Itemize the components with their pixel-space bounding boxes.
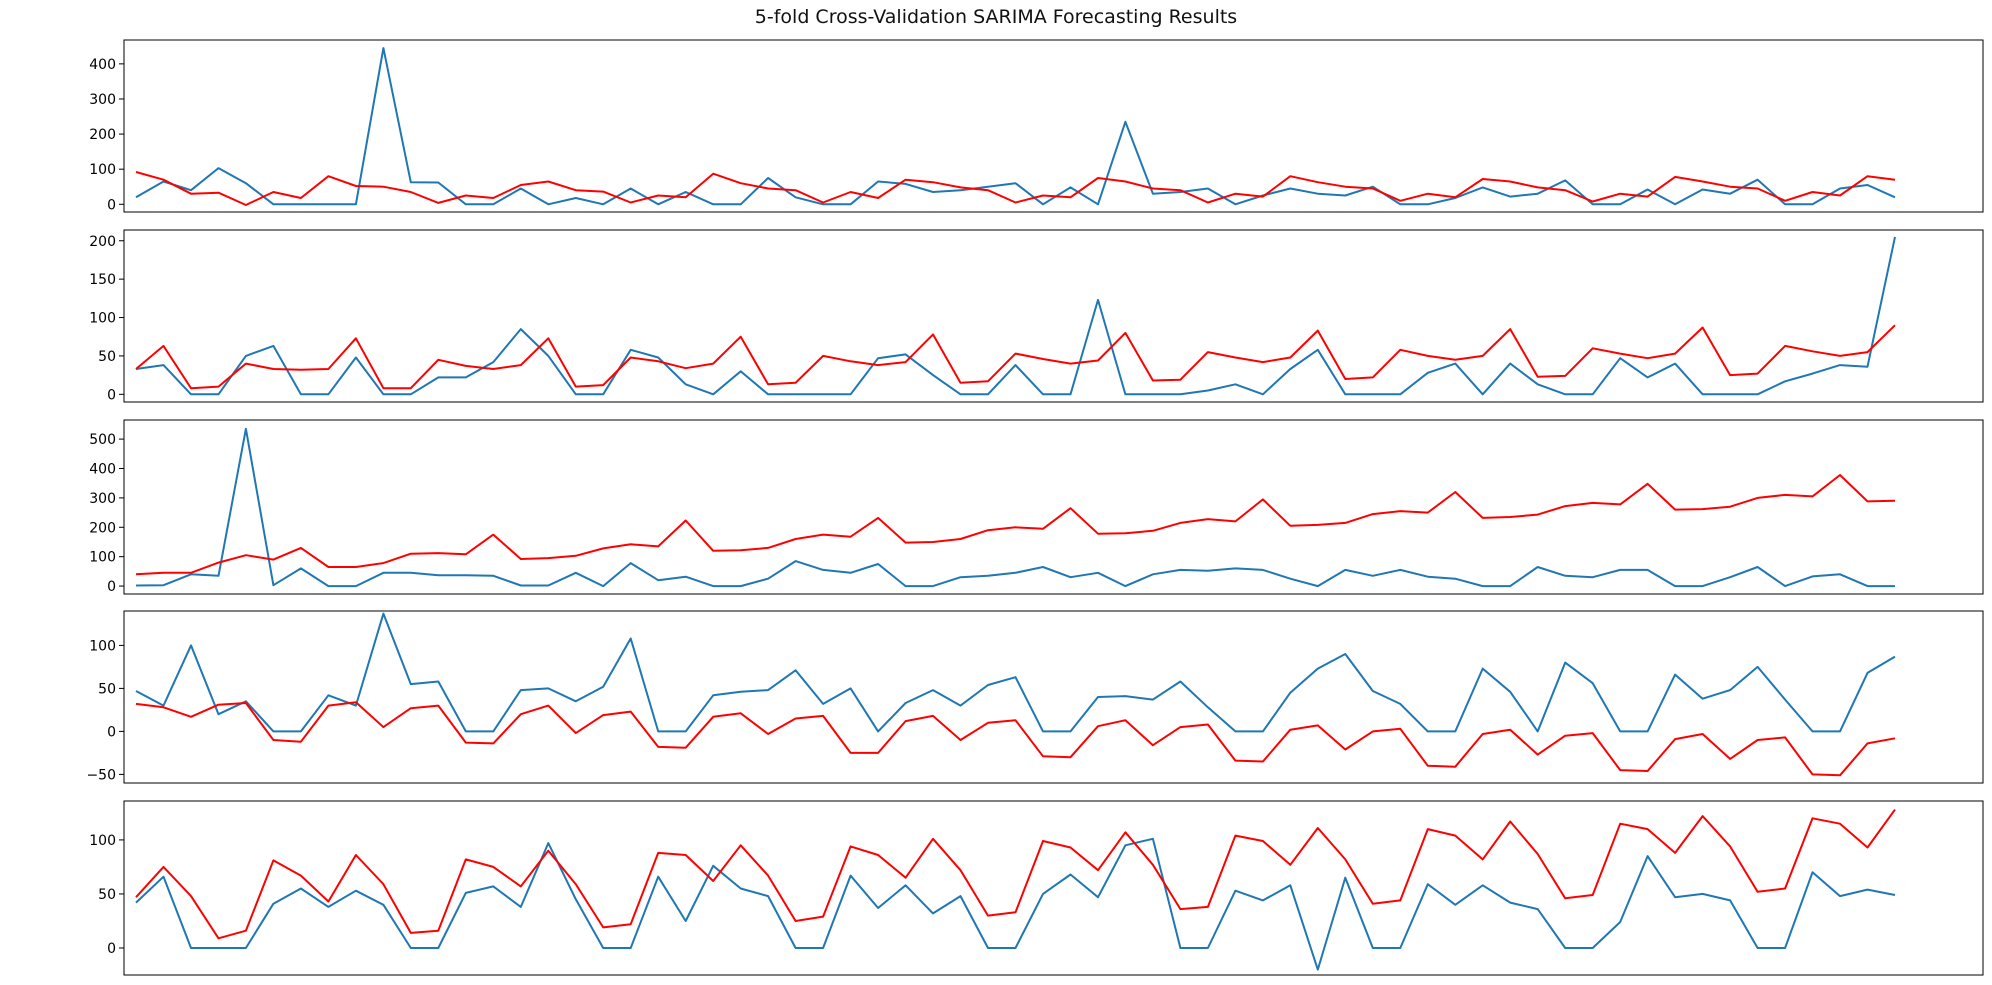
y-tick-label-4-50: 50 <box>98 681 116 697</box>
y-tick-label-2-200: 200 <box>89 234 116 250</box>
axes-frame-4 <box>123 610 1984 784</box>
y-tick-label-4--50: −50 <box>86 767 116 783</box>
series-line-5-forecast <box>135 809 1896 940</box>
y-tick-label-5-0: 0 <box>107 941 116 957</box>
series-line-5-actual <box>135 837 1896 971</box>
y-tick-label-5-50: 50 <box>98 887 116 903</box>
y-tick-label-2-50: 50 <box>98 349 116 365</box>
y-tick-label-3-400: 400 <box>89 461 116 477</box>
y-tick-label-4-0: 0 <box>107 724 116 740</box>
series-line-4-actual <box>135 612 1896 733</box>
y-tick-label-1-300: 300 <box>89 92 116 108</box>
axes-frame-1 <box>123 39 1984 213</box>
series-line-3-forecast <box>135 474 1896 576</box>
series-line-1-actual <box>135 47 1896 206</box>
y-tick-label-4-100: 100 <box>89 638 116 654</box>
y-tick-label-2-150: 150 <box>89 272 116 288</box>
subplot-3: 0 100 200 300 400 500 <box>89 419 1984 595</box>
y-tick-label-3-200: 200 <box>89 520 116 536</box>
y-tick-label-3-100: 100 <box>89 550 116 566</box>
series-line-2-forecast <box>135 324 1896 390</box>
y-tick-label-2-100: 100 <box>89 311 116 327</box>
y-tick-label-3-500: 500 <box>89 432 116 448</box>
y-tick-label-2-0: 0 <box>107 387 116 403</box>
subplot-4: −50 0 50 100 <box>86 610 1984 784</box>
y-tick-label-5-100: 100 <box>89 833 116 849</box>
y-tick-label-1-200: 200 <box>89 127 116 143</box>
series-line-4-forecast <box>135 701 1896 777</box>
series-line-3-actual <box>135 427 1895 588</box>
y-tick-label-1-0: 0 <box>107 197 116 213</box>
subplot-5: 0 50 100 <box>89 800 1984 976</box>
axes-frame-5 <box>123 800 1984 976</box>
series-line-1-forecast <box>135 171 1896 206</box>
y-tick-label-1-400: 400 <box>89 57 116 73</box>
subplot-1: 0 100 200 300 400 <box>89 39 1984 213</box>
axes-frame-3 <box>123 419 1984 595</box>
subplot-2: 0 50 100 150 200 <box>89 229 1984 403</box>
y-tick-label-1-100: 100 <box>89 162 116 178</box>
y-tick-label-3-300: 300 <box>89 491 116 507</box>
axes-frame-2 <box>123 229 1984 403</box>
series-line-2-actual <box>135 236 1896 396</box>
chart-title: 5-fold Cross-Validation SARIMA Forecasti… <box>754 6 1238 28</box>
y-tick-label-3-0: 0 <box>107 579 116 595</box>
